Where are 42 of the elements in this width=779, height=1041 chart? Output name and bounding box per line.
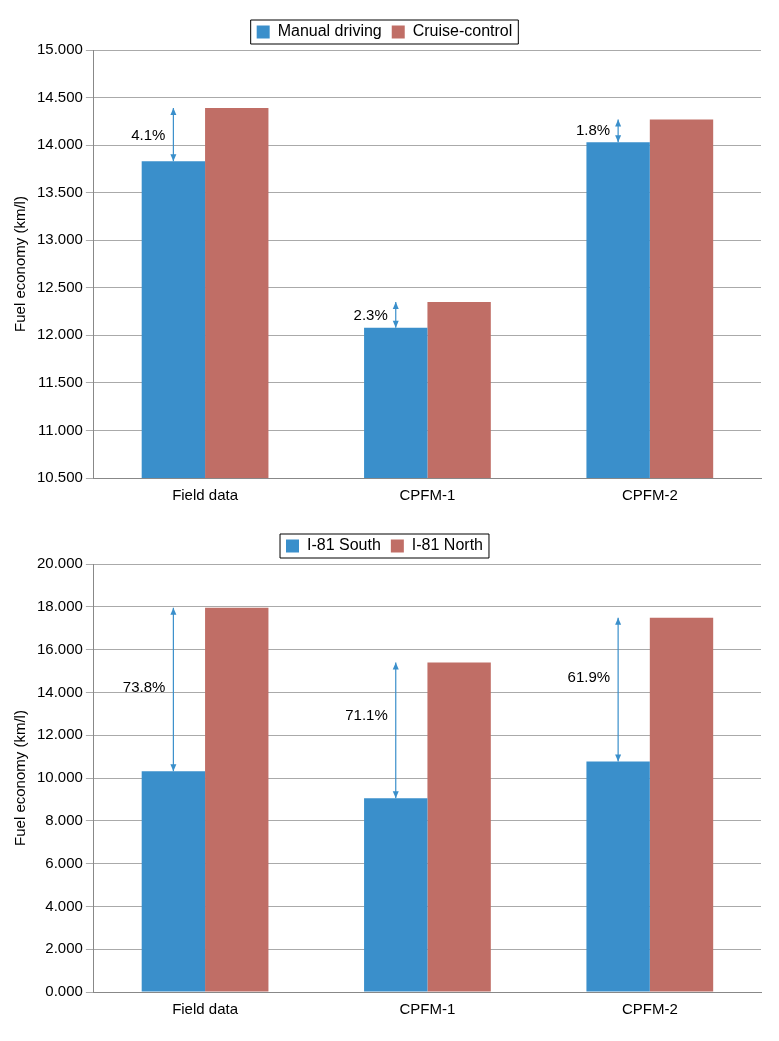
annotation: 71.1% [345,706,388,724]
y-tick-label: 10.000 [36,768,83,786]
bar [205,607,269,992]
bar [427,662,491,992]
annotation: 4.1% [131,125,166,143]
bar [649,617,714,992]
legend-label: I-81 North [411,536,483,554]
y-tick-label: 11.000 [38,420,83,438]
y-tick-label: 13.500 [36,182,83,200]
y-tick-label: 11.500 [38,373,83,391]
y-axis-title: Fuel economy (km/l) [11,710,29,846]
y-tick-label: 14.500 [36,87,83,105]
legend-label: Manual driving [277,22,382,40]
y-tick-label: 8.000 [45,810,83,828]
y-tick-label: 6.000 [45,853,83,871]
annotation: 2.3% [353,306,388,324]
x-tick-label: Field data [172,1000,239,1018]
y-tick-label: 2.000 [45,939,83,957]
x-tick-label: CPFM-2 [621,486,678,504]
y-tick-label: 14.000 [36,135,83,153]
x-tick-label: CPFM-2 [621,1000,678,1018]
annotation: 61.9% [567,667,611,685]
x-tick-label: CPFM-1 [399,486,456,504]
y-tick-label: 12.000 [36,325,83,343]
y-tick-label: 4.000 [45,896,83,914]
legend-label: Cruise-control [412,22,513,40]
x-tick-label: Field data [172,486,239,504]
annotation: 1.8% [575,120,611,138]
y-axis-title: Fuel economy (km/l) [11,196,29,332]
y-tick-label: 15.000 [36,40,83,58]
y-tick-label: 14.000 [36,682,83,700]
y-tick-label: 13.000 [36,230,83,248]
annotation: 73.8% [122,678,166,696]
legend-label: I-81 South [307,536,381,554]
y-tick-label: 10.500 [36,468,83,486]
x-tick-label: CPFM-1 [399,1000,456,1018]
y-tick-label: 12.000 [36,725,83,743]
y-tick-label: 20.000 [36,554,83,572]
y-tick-label: 0.000 [45,982,83,1000]
y-tick-label: 16.000 [36,639,83,657]
y-tick-label: 12.500 [36,277,83,295]
y-tick-label: 18.000 [36,596,83,614]
